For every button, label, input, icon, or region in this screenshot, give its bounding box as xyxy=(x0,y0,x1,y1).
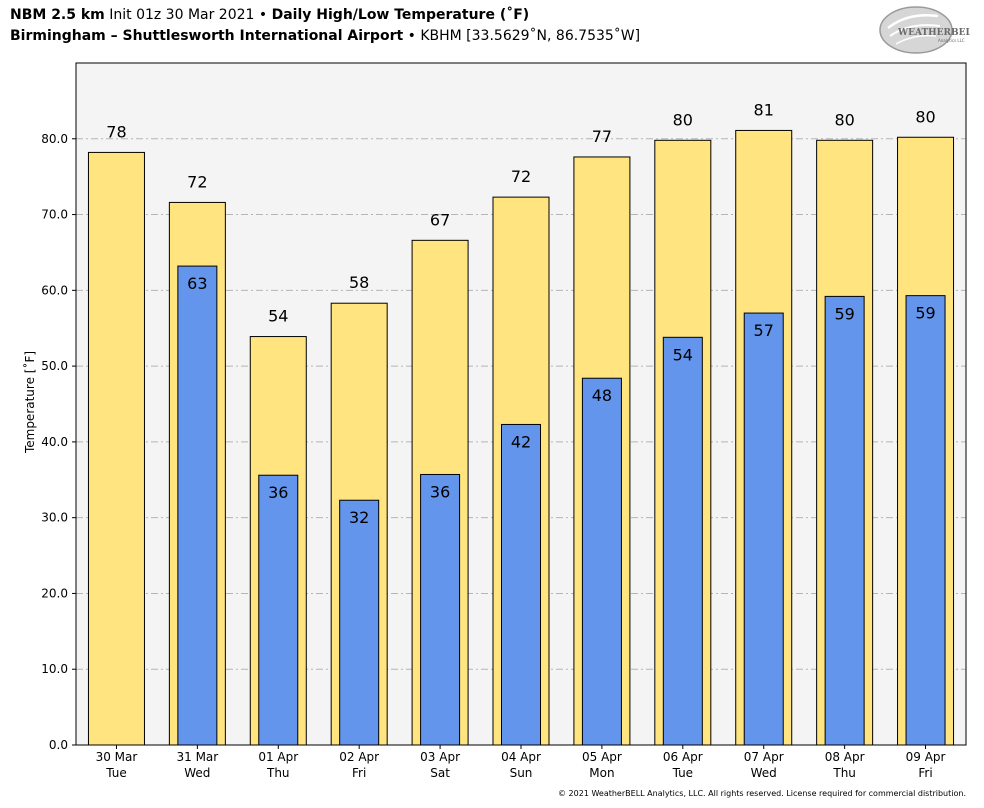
low-value-label: 48 xyxy=(592,386,612,405)
x-tick-label-day: Tue xyxy=(105,766,127,780)
x-tick-label-date: 07 Apr xyxy=(744,750,784,764)
header-line-2: Birmingham – Shuttlesworth International… xyxy=(10,26,860,47)
x-tick-label-day: Mon xyxy=(589,766,614,780)
y-tick-label: 60.0 xyxy=(41,283,68,297)
low-bar xyxy=(743,312,784,746)
high-value-label: 72 xyxy=(187,172,207,191)
high-bar xyxy=(87,151,145,746)
low-value-label: 59 xyxy=(915,304,935,323)
high-value-label: 67 xyxy=(430,210,450,229)
x-tick-label-date: 03 Apr xyxy=(420,750,460,764)
y-axis-label: Temperature [˚F] xyxy=(23,350,37,454)
low-value-label: 63 xyxy=(187,274,207,293)
high-value-label: 80 xyxy=(834,110,854,129)
x-tick-label-date: 05 Apr xyxy=(582,750,622,764)
low-bar xyxy=(258,474,299,746)
y-tick-label: 40.0 xyxy=(41,435,68,449)
high-value-label: 80 xyxy=(915,107,935,126)
high-value-label: 81 xyxy=(754,100,774,119)
station-info: KBHM [33.5629˚N, 86.7535˚W] xyxy=(420,28,641,44)
svg-text:WEATHERBELL: WEATHERBELL xyxy=(897,28,970,38)
y-tick-label: 10.0 xyxy=(41,662,68,676)
x-tick-label-day: Thu xyxy=(266,766,290,780)
x-tick-label-date: 31 Mar xyxy=(176,750,218,764)
x-tick-label-day: Wed xyxy=(184,766,210,780)
svg-text:Analytics LLC: Analytics LLC xyxy=(938,38,965,43)
y-tick-label: 20.0 xyxy=(41,586,68,600)
low-value-label: 57 xyxy=(754,321,774,340)
low-bar xyxy=(339,499,380,746)
x-tick-label-date: 02 Apr xyxy=(339,750,379,764)
x-tick-label-day: Thu xyxy=(832,766,856,780)
init-time: Init 01z 30 Mar 2021 xyxy=(109,7,255,23)
y-tick-label: 70.0 xyxy=(41,208,68,222)
separator: • xyxy=(407,28,416,44)
low-bar xyxy=(905,295,946,746)
chart-header: NBM 2.5 km Init 01z 30 Mar 2021 • Daily … xyxy=(10,5,860,47)
x-tick-label-date: 01 Apr xyxy=(258,750,298,764)
high-value-label: 78 xyxy=(106,122,126,141)
low-bar xyxy=(177,265,218,746)
y-tick-label: 50.0 xyxy=(41,359,68,373)
high-value-label: 80 xyxy=(673,110,693,129)
x-tick-label-day: Sat xyxy=(430,766,450,780)
low-value-label: 36 xyxy=(268,483,288,502)
high-value-label: 58 xyxy=(349,273,369,292)
header-line-1: NBM 2.5 km Init 01z 30 Mar 2021 • Daily … xyxy=(10,5,860,26)
low-value-label: 36 xyxy=(430,482,450,501)
low-bar xyxy=(501,423,541,746)
x-tick-label-day: Wed xyxy=(751,766,777,780)
high-value-label: 72 xyxy=(511,167,531,186)
plot-frame xyxy=(75,62,967,746)
x-tick-label-day: Tue xyxy=(672,766,694,780)
y-tick-label: 30.0 xyxy=(41,511,68,525)
low-value-label: 32 xyxy=(349,508,369,527)
product-title: Daily High/Low Temperature (˚F) xyxy=(271,7,530,23)
x-tick-label-date: 09 Apr xyxy=(906,750,946,764)
x-tick-label-date: 08 Apr xyxy=(825,750,865,764)
low-bar xyxy=(662,336,703,746)
low-value-label: 59 xyxy=(834,304,854,323)
low-value-label: 54 xyxy=(673,345,693,364)
low-bar xyxy=(581,377,622,746)
x-tick-label-date: 30 Mar xyxy=(96,750,138,764)
x-tick-label-day: Fri xyxy=(918,766,932,780)
x-tick-label-day: Sun xyxy=(510,766,533,780)
separator: • xyxy=(258,7,268,23)
x-tick-label-date: 06 Apr xyxy=(663,750,703,764)
low-bar xyxy=(824,295,865,746)
low-bar xyxy=(420,473,461,746)
y-tick-label: 80.0 xyxy=(41,132,68,146)
x-tick-label-day: Fri xyxy=(352,766,366,780)
high-value-label: 54 xyxy=(268,307,288,326)
copyright-notice: © 2021 WeatherBELL Analytics, LLC. All r… xyxy=(558,789,966,798)
x-tick-label-date: 04 Apr xyxy=(501,750,541,764)
y-tick-label: 0.0 xyxy=(49,738,68,752)
low-value-label: 42 xyxy=(511,432,531,451)
weatherbell-logo: WEATHERBELL Analytics LLC xyxy=(878,4,979,56)
location-name: Birmingham – Shuttlesworth International… xyxy=(10,28,404,44)
high-value-label: 77 xyxy=(592,127,612,146)
model-name: NBM 2.5 km xyxy=(10,7,105,23)
